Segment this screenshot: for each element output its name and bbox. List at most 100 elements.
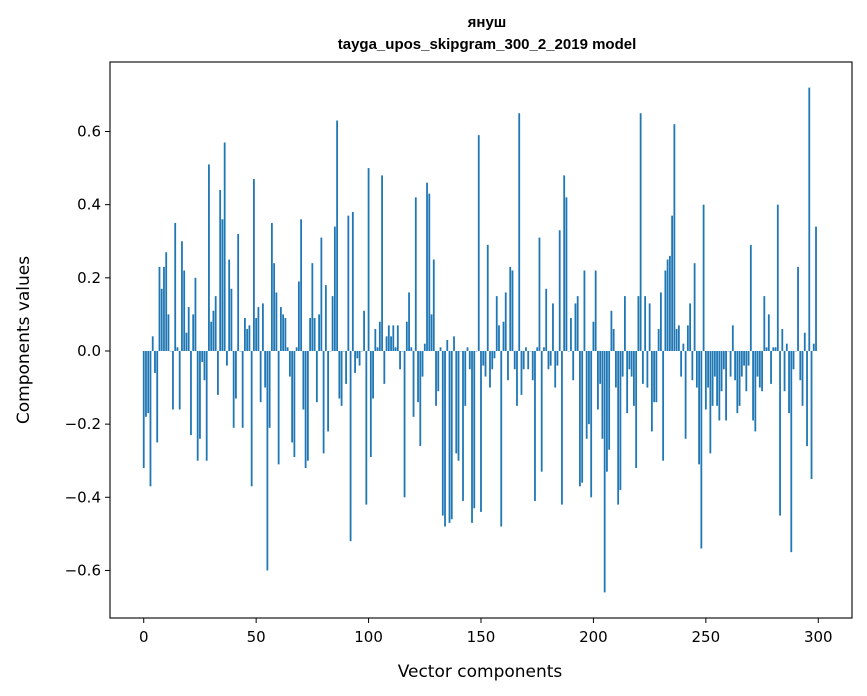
bar-component-180 bbox=[547, 350, 550, 370]
bar-component-196 bbox=[583, 270, 586, 351]
bar-component-206 bbox=[606, 350, 608, 472]
bar-component-48 bbox=[250, 350, 253, 487]
bar-component-184 bbox=[556, 350, 559, 366]
x-tick-label: 150 bbox=[467, 628, 496, 646]
bar-component-84 bbox=[331, 296, 334, 351]
bar-component-108 bbox=[385, 336, 388, 351]
bar-component-88 bbox=[340, 350, 343, 406]
bar-component-155 bbox=[491, 350, 494, 370]
bar-component-263 bbox=[734, 350, 736, 381]
bars-layer bbox=[142, 87, 817, 593]
bar-component-77 bbox=[315, 350, 318, 403]
bar-component-173 bbox=[531, 350, 534, 381]
y-tick-label: 0.4 bbox=[77, 196, 101, 214]
bar-component-177 bbox=[540, 350, 543, 472]
bar-component-56 bbox=[268, 350, 271, 428]
bar-component-61 bbox=[279, 307, 282, 351]
bar-component-123 bbox=[419, 350, 422, 447]
bar-component-132 bbox=[439, 347, 442, 351]
bar-component-93 bbox=[351, 211, 354, 351]
bar-component-161 bbox=[504, 292, 507, 351]
bar-component-284 bbox=[781, 329, 784, 351]
bar-component-95 bbox=[356, 350, 359, 359]
bar-component-133 bbox=[441, 350, 444, 516]
bar-component-55 bbox=[266, 350, 269, 571]
bar-component-223 bbox=[644, 296, 647, 351]
bar-component-39 bbox=[230, 288, 233, 351]
x-tick-label: 50 bbox=[247, 628, 266, 646]
bar-component-32 bbox=[214, 296, 217, 351]
bar-component-166 bbox=[516, 350, 518, 406]
bar-component-3 bbox=[149, 350, 152, 487]
bar-component-274 bbox=[758, 350, 761, 388]
bar-component-119 bbox=[410, 347, 413, 351]
bar-component-217 bbox=[630, 350, 633, 377]
bar-component-174 bbox=[534, 350, 536, 501]
bar-component-197 bbox=[585, 350, 588, 439]
bar-component-294 bbox=[803, 332, 806, 351]
bar-component-142 bbox=[462, 350, 464, 501]
bar-component-69 bbox=[297, 281, 300, 351]
bar-component-249 bbox=[702, 204, 705, 351]
bar-component-4 bbox=[151, 336, 154, 351]
y-axis-label: Components values bbox=[14, 256, 34, 424]
bar-component-280 bbox=[772, 347, 775, 351]
bar-component-36 bbox=[223, 142, 226, 351]
bar-component-25 bbox=[199, 350, 201, 439]
bar-component-261 bbox=[729, 350, 732, 377]
bar-component-279 bbox=[770, 350, 772, 384]
y-axis-ticks: −0.6 −0.4 −0.2 0.0 0.2 0.4 0.6 bbox=[65, 123, 110, 579]
bar-component-276 bbox=[763, 296, 766, 351]
bar-component-205 bbox=[603, 350, 606, 593]
bar-component-158 bbox=[498, 325, 500, 351]
bar-component-200 bbox=[592, 321, 595, 351]
bar-component-165 bbox=[513, 350, 516, 370]
bar-component-232 bbox=[664, 270, 667, 351]
bar-component-102 bbox=[372, 350, 374, 399]
bar-component-28 bbox=[205, 350, 208, 461]
bar-component-94 bbox=[354, 350, 356, 373]
bar-component-266 bbox=[740, 350, 743, 377]
bar-component-219 bbox=[635, 350, 638, 469]
bar-component-124 bbox=[421, 350, 424, 377]
bar-component-255 bbox=[716, 350, 718, 406]
bar-component-259 bbox=[725, 350, 727, 421]
bar-component-109 bbox=[387, 325, 390, 351]
bar-component-296 bbox=[808, 87, 811, 351]
bar-component-193 bbox=[576, 296, 579, 351]
bar-component-14 bbox=[174, 222, 177, 351]
bar-component-136 bbox=[448, 350, 451, 523]
bar-component-114 bbox=[399, 350, 401, 370]
bar-component-57 bbox=[270, 222, 273, 351]
bar-component-247 bbox=[698, 350, 700, 465]
chart-title: януш bbox=[468, 14, 507, 31]
bar-component-64 bbox=[286, 347, 289, 351]
bar-component-53 bbox=[262, 303, 264, 351]
bar-component-188 bbox=[565, 197, 568, 351]
bar-component-224 bbox=[646, 350, 649, 388]
bar-component-143 bbox=[464, 350, 467, 406]
bar-component-212 bbox=[619, 350, 622, 490]
bar-component-73 bbox=[306, 350, 309, 461]
bar-component-195 bbox=[581, 350, 584, 483]
bar-component-275 bbox=[761, 350, 763, 392]
bar-component-154 bbox=[489, 350, 491, 388]
bar-component-16 bbox=[178, 350, 181, 410]
bar-component-283 bbox=[779, 350, 781, 516]
bar-component-110 bbox=[390, 336, 392, 351]
bar-component-258 bbox=[722, 350, 725, 370]
bar-component-105 bbox=[378, 321, 381, 351]
bar-component-162 bbox=[507, 350, 509, 381]
bar-component-140 bbox=[457, 350, 460, 461]
bar-component-146 bbox=[471, 350, 473, 523]
bar-component-221 bbox=[639, 113, 642, 351]
bar-component-104 bbox=[376, 347, 379, 351]
bar-component-137 bbox=[450, 350, 453, 520]
bar-component-272 bbox=[754, 350, 757, 432]
bar-component-157 bbox=[495, 296, 498, 351]
bar-component-13 bbox=[172, 350, 174, 410]
bar-component-285 bbox=[783, 350, 786, 392]
x-axis-ticks: 0 50 100 150 200 250 300 bbox=[139, 618, 833, 646]
bar-component-226 bbox=[650, 350, 653, 432]
bar-component-271 bbox=[752, 350, 754, 421]
